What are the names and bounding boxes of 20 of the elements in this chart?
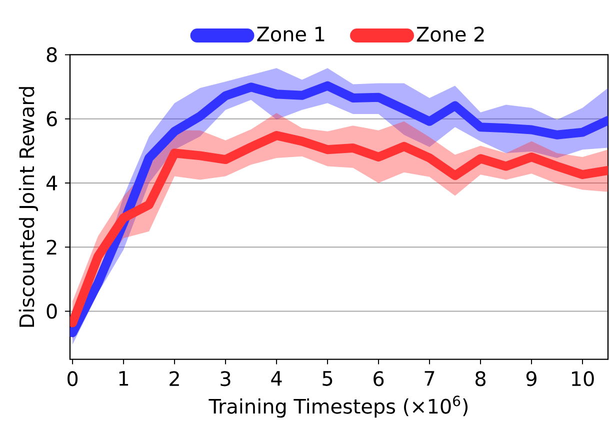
x-tick-label: 3 [220, 371, 230, 386]
y-tick-label: 6 [46, 111, 57, 126]
legend-label: Zone 2 [416, 26, 484, 42]
y-tick-label: 8 [46, 47, 57, 62]
y-tick-label: 2 [46, 240, 56, 254]
x-axis-title: Training Timesteps (×10$^{6}$) [208, 396, 468, 418]
x-tick-label: 9 [526, 371, 536, 386]
x-tick-label: 2 [170, 371, 179, 386]
x-tick-label: 6 [374, 371, 384, 386]
y-axis-title: Discounted Joint Reward [18, 87, 38, 327]
legend-label: Zone 1 [257, 26, 324, 42]
x-tick-label: 0 [68, 371, 78, 386]
y-tick-label: 4 [46, 176, 58, 190]
y-tick-label: 0 [46, 304, 57, 319]
x-tick-label: 5 [322, 371, 332, 386]
x-tick-label: 10 [572, 371, 594, 386]
x-tick-label: 1 [119, 371, 128, 386]
x-tick-label: 8 [476, 371, 486, 386]
x-tick-label: 7 [424, 371, 434, 386]
x-tick-label: 4 [271, 371, 282, 386]
